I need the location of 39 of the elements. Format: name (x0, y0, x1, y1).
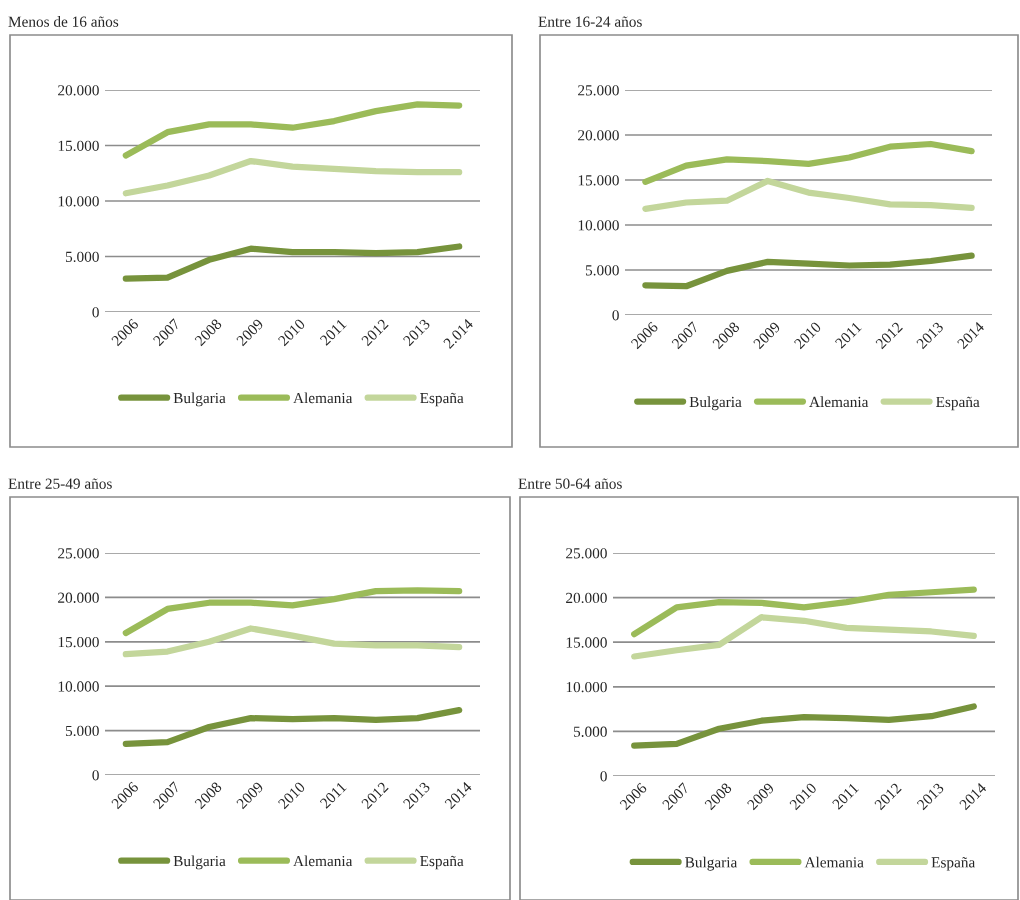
y-tick-label: 20.000 (578, 130, 619, 141)
y-tick-label: 20.000 (566, 592, 607, 604)
y-tick-label: 25.000 (578, 85, 619, 96)
legend-label: España (936, 396, 980, 411)
y-tick-label: 25.000 (58, 548, 99, 559)
y-tick-label: 15.000 (58, 636, 99, 648)
legend-label: Bulgaria (173, 392, 226, 407)
chart-title: Menos de 16 años (8, 16, 119, 27)
chart-title: Entre 50-64 años (518, 478, 622, 489)
chart-title: Entre 16-24 años (538, 16, 642, 27)
y-tick-label: 10.000 (58, 196, 99, 207)
y-tick-label: 5.000 (65, 725, 99, 737)
y-tick-label: 20.000 (58, 85, 99, 96)
legend-label: Alemania (804, 856, 864, 868)
legend-label: España (420, 392, 464, 407)
y-tick-label: 15.000 (566, 637, 607, 648)
y-tick-label: 5.000 (65, 251, 99, 263)
y-tick-label: 15.000 (58, 140, 99, 152)
legend-label: Bulgaria (685, 856, 738, 871)
y-tick-label: 10.000 (578, 220, 619, 231)
legend-label: Bulgaria (689, 396, 742, 411)
legend-label: España (931, 857, 976, 871)
legend-label: España (420, 855, 464, 870)
legend-label: Alemania (809, 396, 869, 408)
y-tick-label: 10.000 (566, 681, 607, 693)
y-tick-label: 5.000 (585, 265, 619, 276)
y-tick-label: 5.000 (573, 726, 607, 737)
y-tick-label: 0 (92, 307, 99, 318)
y-tick-label: 0 (612, 310, 619, 321)
y-tick-label: 0 (600, 771, 607, 782)
legend-label: Alemania (293, 855, 353, 867)
y-tick-label: 10.000 (58, 681, 99, 692)
legend-label: Bulgaria (173, 855, 226, 870)
y-tick-label: 20.000 (58, 592, 99, 603)
y-tick-label: 0 (92, 770, 99, 781)
legend-label: Alemania (293, 392, 353, 404)
y-tick-label: 15.000 (578, 175, 619, 186)
y-tick-label: 25.000 (566, 548, 607, 559)
chart-title: Entre 25-49 años (8, 478, 112, 489)
